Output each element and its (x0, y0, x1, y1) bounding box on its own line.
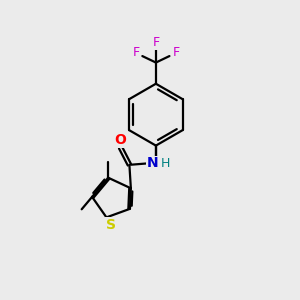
Text: F: F (132, 46, 140, 59)
Text: F: F (152, 36, 160, 49)
Text: O: O (115, 133, 127, 147)
Text: N: N (146, 156, 158, 170)
Text: H: H (160, 157, 170, 170)
Text: S: S (106, 218, 116, 232)
Text: F: F (172, 46, 179, 59)
